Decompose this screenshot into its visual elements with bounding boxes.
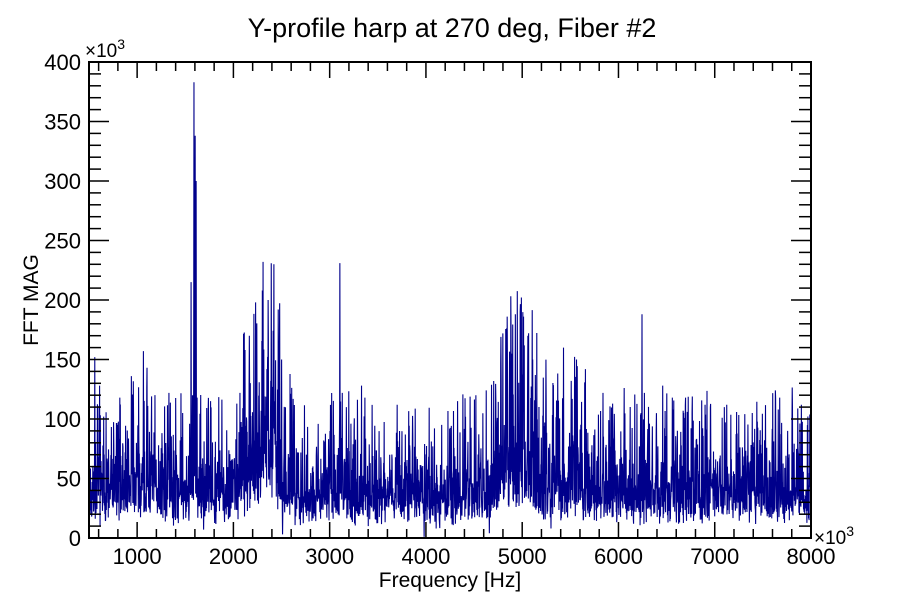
x-tick-label: 6000 <box>594 544 643 569</box>
y-tick-label: 150 <box>44 348 81 373</box>
y-tick-label: 400 <box>44 50 81 75</box>
x-tick-label: 5000 <box>498 544 547 569</box>
x-axis-multiplier: ×103 <box>814 523 854 549</box>
y-axis-title: FFT MAG <box>20 254 43 346</box>
x-tick-label: 1000 <box>113 544 162 569</box>
y-tick-label: 50 <box>57 467 81 492</box>
axis-multipliers: ×103 ×103 <box>85 36 854 549</box>
x-tick-label: 7000 <box>690 544 739 569</box>
x-axis-title: Frequency [Hz] <box>379 569 521 592</box>
axis-ticks <box>89 61 812 539</box>
x-tick-label: 4000 <box>401 544 450 569</box>
data-layer <box>88 82 812 537</box>
y-tick-label: 0 <box>69 526 81 551</box>
y-tick-label: 100 <box>44 407 81 432</box>
chart-title: Y-profile harp at 270 deg, Fiber #2 <box>248 13 657 43</box>
y-axis-multiplier: ×103 <box>85 36 125 62</box>
y-tick-label: 250 <box>44 229 81 254</box>
y-tick-label: 200 <box>44 288 81 313</box>
x-tick-label: 8000 <box>787 544 836 569</box>
y-tick-label: 350 <box>44 110 81 135</box>
x-tick-label: 3000 <box>305 544 354 569</box>
y-tick-label: 300 <box>44 169 81 194</box>
x-tick-label: 2000 <box>209 544 258 569</box>
fft-trace <box>88 82 812 537</box>
axis-tick-labels: 1000 2000 3000 4000 5000 6000 7000 8000 0 50 100 15… <box>44 50 835 569</box>
